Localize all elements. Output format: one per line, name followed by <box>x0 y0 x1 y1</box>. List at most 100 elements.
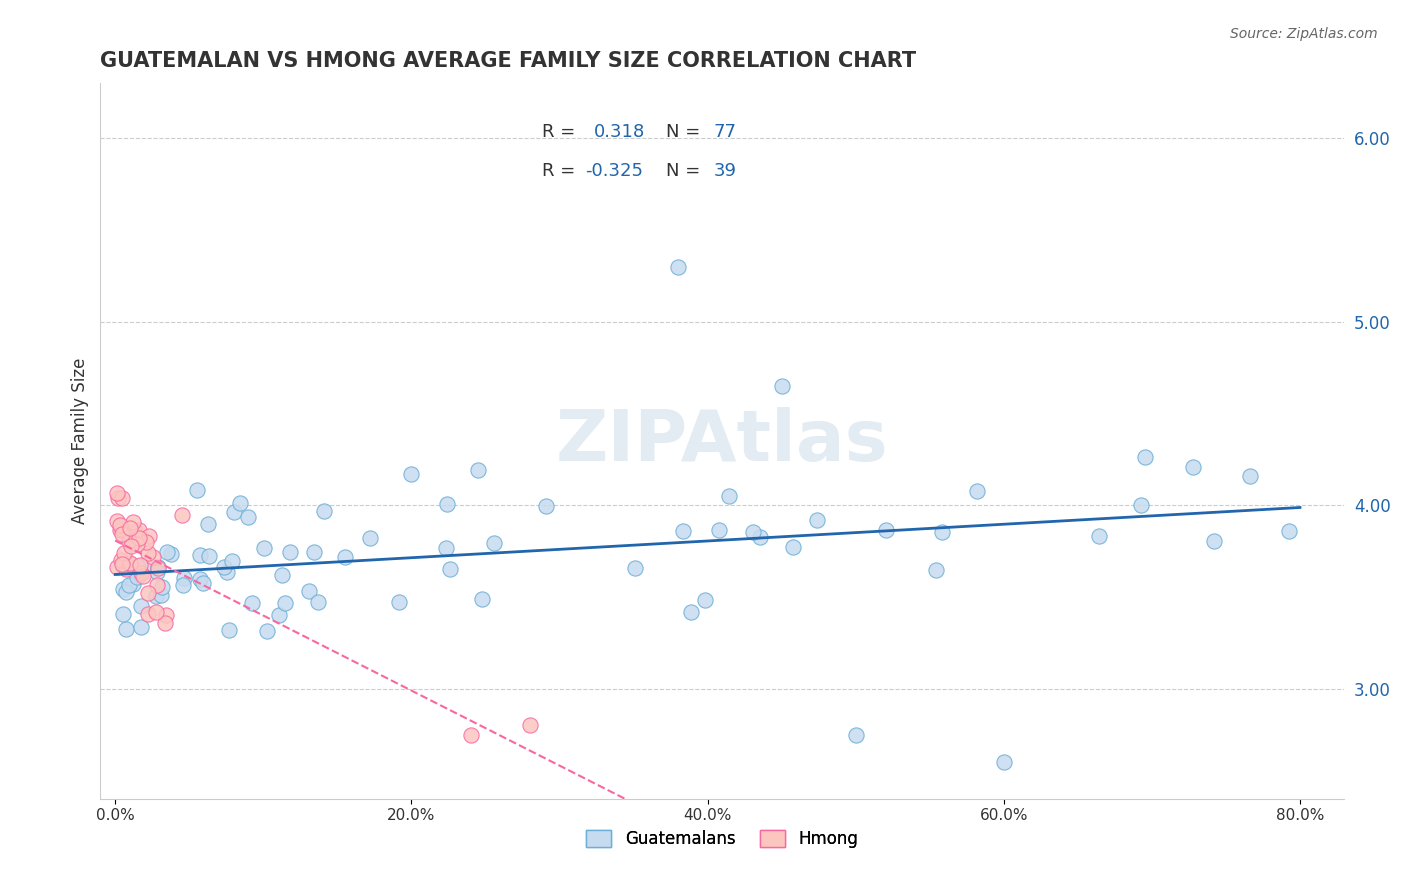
Point <box>131 620 153 634</box>
Point <box>108 523 131 537</box>
Point <box>270 567 292 582</box>
Point <box>1239 468 1261 483</box>
Point <box>111 522 134 536</box>
Point <box>146 577 169 591</box>
Point <box>224 504 246 518</box>
Point <box>782 540 804 554</box>
Point <box>314 503 336 517</box>
Point <box>138 529 160 543</box>
Point <box>1130 498 1153 512</box>
Point <box>155 608 177 623</box>
Point <box>120 539 142 553</box>
Point <box>170 508 193 523</box>
Legend: Guatemalans, Hmong: Guatemalans, Hmong <box>579 823 865 855</box>
Point <box>127 537 149 551</box>
Point <box>717 489 740 503</box>
Point <box>217 565 239 579</box>
Point <box>966 483 988 498</box>
Point <box>150 580 173 594</box>
Point <box>335 549 357 564</box>
Text: GUATEMALAN VS HMONG AVERAGE FAMILY SIZE CORRELATION CHART: GUATEMALAN VS HMONG AVERAGE FAMILY SIZE … <box>100 51 917 70</box>
Point <box>145 589 167 603</box>
Point <box>159 547 181 561</box>
Point <box>240 596 263 610</box>
Point <box>132 569 155 583</box>
Point <box>302 545 325 559</box>
Point <box>190 548 212 562</box>
Point <box>1202 534 1225 549</box>
Point <box>118 521 141 535</box>
Point <box>125 569 148 583</box>
Point <box>770 379 793 393</box>
Point <box>399 467 422 481</box>
Point <box>436 497 458 511</box>
Point <box>120 557 142 571</box>
Point <box>623 561 645 575</box>
Point <box>925 563 948 577</box>
Point <box>111 582 134 597</box>
Point <box>218 624 240 638</box>
Point <box>122 576 145 591</box>
Text: N =: N = <box>666 123 706 141</box>
Point <box>108 517 131 532</box>
Point <box>129 558 152 573</box>
Point <box>111 560 134 574</box>
Point <box>307 595 329 609</box>
Point <box>993 755 1015 769</box>
Point <box>253 541 276 555</box>
Point <box>120 558 142 572</box>
Point <box>681 605 703 619</box>
Point <box>198 549 221 564</box>
Point <box>471 591 494 606</box>
Point <box>134 558 156 573</box>
Point <box>666 260 689 274</box>
Text: R =: R = <box>541 162 581 180</box>
Point <box>741 524 763 539</box>
Point <box>875 523 897 537</box>
Text: 77: 77 <box>714 123 737 141</box>
Point <box>128 531 150 545</box>
Point <box>197 516 219 531</box>
Point <box>256 624 278 638</box>
Text: R =: R = <box>541 123 581 141</box>
Text: N =: N = <box>666 162 706 180</box>
Point <box>111 607 134 621</box>
Point <box>273 596 295 610</box>
Point <box>439 561 461 575</box>
Point <box>806 513 828 527</box>
Point <box>212 560 235 574</box>
Text: 39: 39 <box>714 162 737 180</box>
Point <box>186 483 208 498</box>
Point <box>173 571 195 585</box>
Point <box>467 462 489 476</box>
Point <box>672 524 695 538</box>
Point <box>278 545 301 559</box>
Point <box>122 516 145 530</box>
Y-axis label: Average Family Size: Average Family Size <box>72 358 89 524</box>
Point <box>155 545 177 559</box>
Point <box>298 584 321 599</box>
Point <box>1088 529 1111 543</box>
Point <box>1182 460 1205 475</box>
Point <box>359 531 381 545</box>
Point <box>388 595 411 609</box>
Point <box>695 593 717 607</box>
Point <box>153 615 176 630</box>
Text: Source: ZipAtlas.com: Source: ZipAtlas.com <box>1230 27 1378 41</box>
Point <box>142 549 165 564</box>
Point <box>931 525 953 540</box>
Point <box>434 541 457 556</box>
Point <box>127 558 149 573</box>
Point <box>136 546 159 560</box>
Point <box>111 527 134 541</box>
Point <box>118 534 141 549</box>
Point <box>110 553 132 567</box>
Point <box>136 586 159 600</box>
Point <box>111 557 134 571</box>
Point <box>145 565 167 579</box>
Point <box>105 559 128 574</box>
Point <box>107 491 129 505</box>
Point <box>131 599 153 614</box>
Point <box>115 623 138 637</box>
Point <box>114 562 136 576</box>
